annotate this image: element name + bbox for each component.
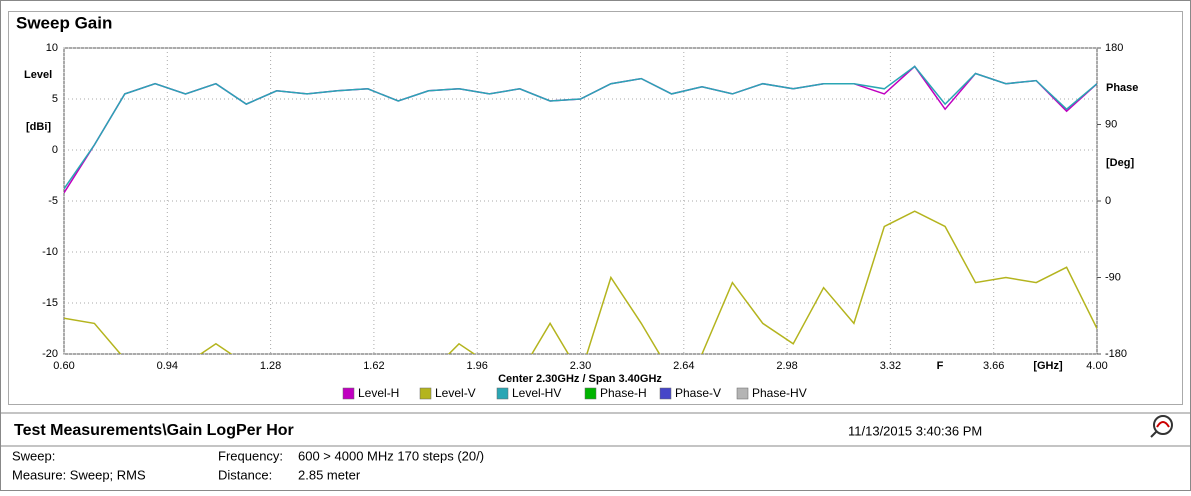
distance-label: Distance: xyxy=(218,467,272,482)
timestamp: 11/13/2015 3:40:36 PM xyxy=(848,423,982,438)
legend-swatch xyxy=(342,387,355,400)
x-label: Center 2.30GHz / Span 3.40GHz xyxy=(498,373,662,385)
frequency: 600 > 4000 MHz 170 steps (20/) xyxy=(298,448,484,463)
y-tick-label: -5 xyxy=(48,195,58,207)
y2-tick-label: 180 xyxy=(1105,42,1123,54)
chart-title: Sweep Gain xyxy=(16,13,112,32)
series-line xyxy=(64,65,1097,190)
x-unit: [GHz] xyxy=(1033,360,1063,372)
x-tick-label: 2.64 xyxy=(673,360,694,372)
legend-label: Phase-HV xyxy=(752,386,807,400)
x-tick-label: 3.66 xyxy=(983,360,1004,372)
legend-swatch xyxy=(736,387,749,400)
legend-label: Level-HV xyxy=(512,386,561,400)
legend-label: Phase-V xyxy=(675,386,721,400)
x-tick-label: 1.96 xyxy=(466,360,487,372)
y-tick-label: -10 xyxy=(42,246,58,258)
y-tick-label: -20 xyxy=(42,348,58,360)
legend-label: Level-H xyxy=(358,386,399,400)
y2-tick-label: -180 xyxy=(1105,348,1127,360)
y-tick-label: 5 xyxy=(52,93,58,105)
y-tick-label: 10 xyxy=(46,42,58,54)
distance: 2.85 meter xyxy=(298,467,361,482)
y2-label: Phase xyxy=(1106,82,1138,94)
frequency-label: Frequency: xyxy=(218,448,283,463)
x-tick-label: 2.98 xyxy=(776,360,797,372)
y2-tick-label: 90 xyxy=(1105,118,1117,130)
logo xyxy=(1150,415,1173,438)
measure: Measure: Sweep; RMS xyxy=(12,467,146,482)
legend-swatch xyxy=(659,387,672,400)
y2-label: [Deg] xyxy=(1106,157,1134,169)
y-tick-label: -15 xyxy=(42,297,58,309)
x-tick-label: 1.62 xyxy=(363,360,384,372)
series-line xyxy=(64,210,1097,354)
x-tick-label: 3.32 xyxy=(880,360,901,372)
y-label: Level xyxy=(24,69,52,81)
series-layer xyxy=(64,65,1097,354)
y-tick-label: 0 xyxy=(52,144,58,156)
x-tick-label: 2.30 xyxy=(570,360,591,372)
y2-tick-label: 0 xyxy=(1105,195,1111,207)
x-marker: F xyxy=(937,360,944,372)
y-label: [dBi] xyxy=(26,121,51,133)
panel xyxy=(8,11,1183,405)
x-tick-label: 0.94 xyxy=(157,360,178,372)
x-tick-label: 1.28 xyxy=(260,360,281,372)
legend: Level-H Level-V Level-HV Phase-H Phase-V Phas… xyxy=(342,386,807,400)
legend-label: Level-V xyxy=(435,386,476,400)
legend-swatch xyxy=(584,387,597,400)
legend-swatch xyxy=(419,387,432,400)
legend-label: Phase-H xyxy=(600,386,647,400)
x-tick-label: 0.60 xyxy=(53,360,74,372)
legend-swatch xyxy=(496,387,509,400)
y2-tick-label: -90 xyxy=(1105,271,1121,283)
x-tick-label: 4.00 xyxy=(1086,360,1107,372)
footer-title: Test Measurements\Gain LogPer Hor xyxy=(14,422,294,439)
sweep: Sweep: xyxy=(12,448,55,463)
